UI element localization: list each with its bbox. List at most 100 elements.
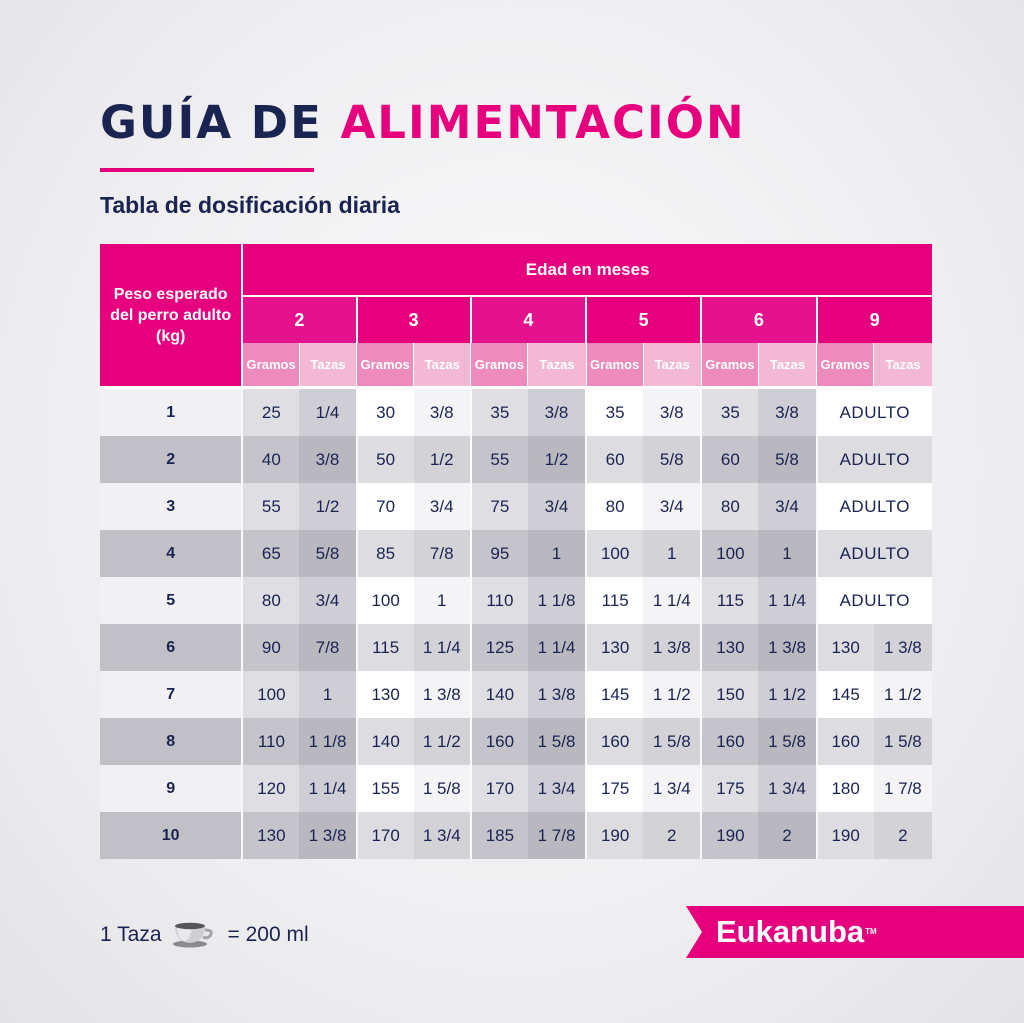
cups-cell: 1/4 (299, 387, 357, 436)
grams-cell: 130 (355, 671, 414, 718)
cups-cell: 1 1/2 (413, 718, 471, 765)
cups-cell: 1 5/8 (413, 765, 471, 812)
weight-cell: 9 (100, 765, 244, 812)
grams-cell: 145 (815, 671, 874, 718)
cup-icon (172, 922, 213, 948)
grams-cell: 40 (241, 436, 300, 483)
grams-cell: 60 (585, 436, 644, 483)
grams-header: Gramos (470, 343, 528, 389)
cups-cell: 3/4 (527, 483, 587, 530)
cups-cell: 1 3/8 (413, 671, 471, 718)
table-row: 4 65 5/8 85 7/8 95 1 100 1 100 1 ADULTO (100, 530, 932, 577)
grams-cell: 95 (469, 530, 528, 577)
cups-cell: 1 1/2 (758, 671, 817, 718)
cups-cell: 1 5/8 (758, 718, 817, 765)
footnote-left: 1 Taza (100, 923, 162, 946)
cups-cell: 1/2 (299, 483, 357, 530)
cups-cell: 1 3/4 (413, 812, 471, 859)
cups-cell: 7/8 (413, 530, 471, 577)
grams-cell: 85 (355, 530, 414, 577)
cups-cell: 5/8 (758, 436, 817, 483)
cups-cell: 1 3/8 (527, 671, 587, 718)
cups-cell: 1 3/4 (527, 765, 587, 812)
month-header: 2 (241, 296, 357, 343)
cups-cell: 3/4 (413, 483, 471, 530)
cups-header: Tazas (527, 343, 587, 389)
weight-column-header: Peso esperado del perro adulto (kg) (100, 244, 244, 389)
cups-cell: 1 (299, 671, 357, 718)
weight-cell: 5 (100, 577, 244, 624)
weight-cell: 7 (100, 671, 244, 718)
cups-cell: 1 1/4 (758, 577, 817, 624)
weight-cell: 3 (100, 483, 244, 530)
grams-cell: 30 (355, 387, 414, 436)
grams-header: Gramos (585, 343, 644, 389)
trademark: TM (865, 927, 877, 936)
adult-cell: ADULTO (815, 436, 932, 483)
grams-cell: 170 (469, 765, 528, 812)
month-header: 3 (355, 296, 471, 343)
title-underline (100, 168, 314, 172)
cups-header: Tazas (757, 343, 817, 389)
brand-banner: EukanubaTM (686, 906, 1024, 958)
weight-cell: 6 (100, 624, 244, 671)
grams-cell: 115 (700, 577, 759, 624)
cups-cell: 1 3/8 (758, 624, 817, 671)
cups-header: Tazas (413, 343, 471, 389)
cups-header: Tazas (642, 343, 702, 389)
cups-cell: 1 (643, 530, 702, 577)
table-row: 1 25 1/4 30 3/8 35 3/8 35 3/8 35 3/8 ADULTO (100, 387, 932, 436)
table-row: 8 110 1 1/8 140 1 1/2 160 1 5/8 160 1 5/8 160 1 5/… (100, 718, 932, 765)
grams-cell: 175 (585, 765, 644, 812)
weight-cell: 4 (100, 530, 244, 577)
grams-cell: 160 (469, 718, 528, 765)
month-header: 4 (469, 296, 587, 343)
cups-cell: 1 5/8 (643, 718, 702, 765)
cups-cell: 2 (873, 812, 932, 859)
grams-cell: 140 (355, 718, 414, 765)
grams-header: Gramos (700, 343, 759, 389)
grams-cell: 130 (241, 812, 300, 859)
table-row: 2 40 3/8 50 1/2 55 1/2 60 5/8 60 5/8 ADULTO (100, 436, 932, 483)
cups-cell: 7/8 (299, 624, 357, 671)
grams-cell: 55 (469, 436, 528, 483)
table-row: 9 120 1 1/4 155 1 5/8 170 1 3/4 175 1 3/4 175 1 3/… (100, 765, 932, 812)
grams-cell: 175 (700, 765, 759, 812)
table-row: 6 90 7/8 115 1 1/4 125 1 1/4 130 1 3/8 130 1 3/8 13… (100, 624, 932, 671)
grams-cell: 125 (469, 624, 528, 671)
cups-cell: 1 1/4 (299, 765, 357, 812)
grams-cell: 160 (585, 718, 644, 765)
cups-cell: 2 (643, 812, 702, 859)
cups-cell: 1 3/4 (758, 765, 817, 812)
month-header: 5 (585, 296, 702, 343)
dosage-table: Peso esperado del perro adulto (kg) Edad… (100, 244, 932, 859)
brand-logo: EukanubaTM (716, 914, 877, 950)
brand-banner-shape (686, 906, 1024, 958)
brand-name: Eukanuba (716, 914, 865, 949)
cups-cell: 1 (758, 530, 817, 577)
footnote-right: = 200 ml (227, 923, 309, 946)
cups-cell: 1 3/8 (643, 624, 702, 671)
cups-cell: 3/8 (758, 387, 817, 436)
grams-cell: 115 (585, 577, 644, 624)
grams-cell: 60 (700, 436, 759, 483)
grams-cell: 50 (355, 436, 414, 483)
cups-cell: 1 3/8 (873, 624, 932, 671)
month-header: 9 (815, 296, 932, 343)
grams-cell: 160 (700, 718, 759, 765)
title-part-1: GUÍA DE (100, 96, 323, 149)
cups-cell: 1 1/8 (299, 718, 357, 765)
grams-cell: 75 (469, 483, 528, 530)
grams-cell: 65 (241, 530, 300, 577)
cups-header: Tazas (298, 343, 357, 389)
cups-cell: 1/2 (527, 436, 587, 483)
grams-cell: 35 (700, 387, 759, 436)
grams-cell: 80 (241, 577, 300, 624)
cups-cell: 1 3/8 (299, 812, 357, 859)
grams-cell: 155 (355, 765, 414, 812)
grams-cell: 80 (585, 483, 644, 530)
cups-cell: 5/8 (643, 436, 702, 483)
table-row: 5 80 3/4 100 1 110 1 1/8 115 1 1/4 115 1 1/4 ADULTO (100, 577, 932, 624)
cups-cell: 1 (527, 530, 587, 577)
grams-header: Gramos (356, 343, 414, 389)
